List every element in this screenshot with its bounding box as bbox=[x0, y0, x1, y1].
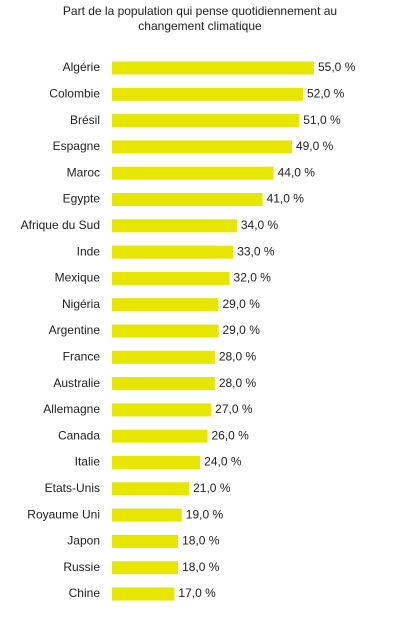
bar bbox=[112, 587, 175, 601]
bar bbox=[112, 350, 215, 364]
value-label: 44,0 % bbox=[278, 165, 316, 179]
category-label: Colombie bbox=[49, 86, 100, 100]
bar bbox=[112, 403, 212, 417]
category-label: Canada bbox=[58, 428, 100, 442]
category-label: Brésil bbox=[70, 113, 100, 127]
value-label: 18,0 % bbox=[182, 560, 220, 574]
category-label: Allemagne bbox=[43, 402, 100, 416]
category-label: Argentine bbox=[49, 323, 101, 337]
bar bbox=[112, 61, 314, 75]
category-label: France bbox=[63, 349, 101, 363]
bar bbox=[112, 114, 300, 128]
category-label: Royaume Uni bbox=[27, 507, 100, 521]
value-label: 52,0 % bbox=[307, 86, 345, 100]
bar bbox=[112, 377, 215, 391]
value-label: 19,0 % bbox=[186, 507, 224, 521]
value-label: 55,0 % bbox=[318, 60, 356, 74]
bar bbox=[112, 271, 230, 285]
bar bbox=[112, 193, 263, 206]
value-label: 26,0 % bbox=[211, 428, 249, 442]
value-label: 51,0 % bbox=[303, 113, 341, 127]
category-label: Inde bbox=[77, 244, 101, 258]
bar bbox=[112, 429, 208, 443]
category-label: Japon bbox=[67, 534, 100, 548]
category-label: Afrique du Sud bbox=[21, 218, 100, 232]
category-label: Egypte bbox=[63, 192, 101, 206]
chart-title: Part de la population qui pense quotidie… bbox=[62, 4, 338, 33]
value-label: 32,0 % bbox=[234, 271, 272, 285]
bar bbox=[112, 482, 190, 496]
category-label: Italie bbox=[75, 455, 101, 469]
value-label: 33,0 % bbox=[237, 244, 275, 258]
category-label: Mexique bbox=[55, 271, 101, 285]
category-label: Australie bbox=[53, 376, 100, 390]
value-label: 27,0 % bbox=[215, 402, 253, 416]
value-label: 24,0 % bbox=[204, 455, 242, 469]
category-label: Etats-Unis bbox=[45, 481, 100, 495]
value-label: 41,0 % bbox=[267, 192, 305, 206]
bar bbox=[112, 534, 179, 548]
bar bbox=[112, 324, 219, 338]
value-label: 34,0 % bbox=[241, 218, 279, 232]
value-label: 49,0 % bbox=[296, 139, 334, 153]
category-label: Russie bbox=[63, 560, 100, 574]
category-label: Nigéria bbox=[62, 297, 100, 311]
value-label: 29,0 % bbox=[223, 297, 261, 311]
category-label: Algérie bbox=[63, 60, 101, 74]
value-label: 28,0 % bbox=[219, 349, 257, 363]
bar bbox=[112, 140, 292, 154]
value-label: 29,0 % bbox=[223, 323, 261, 337]
value-label: 21,0 % bbox=[193, 481, 231, 495]
category-label: Chine bbox=[69, 586, 101, 600]
bar bbox=[112, 561, 179, 575]
category-label: Espagne bbox=[53, 139, 101, 153]
value-label: 18,0 % bbox=[182, 534, 220, 548]
bar bbox=[112, 456, 201, 469]
bar bbox=[112, 219, 237, 233]
category-label: Maroc bbox=[67, 165, 100, 179]
value-label: 28,0 % bbox=[219, 376, 257, 390]
bar bbox=[112, 298, 219, 312]
bar bbox=[112, 87, 303, 101]
bar bbox=[112, 245, 234, 259]
bar bbox=[112, 508, 182, 522]
bar bbox=[112, 166, 274, 180]
value-label: 17,0 % bbox=[178, 586, 216, 600]
